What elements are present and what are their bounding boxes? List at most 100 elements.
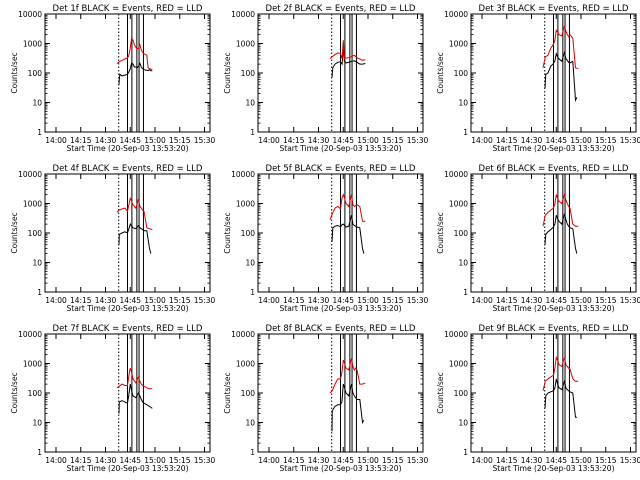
panel-title: Det 7f BLACK = Events, RED = LLD <box>53 324 203 334</box>
series-events <box>331 48 366 78</box>
y-tick-label: 1 <box>463 128 468 137</box>
x-tick-label: 14:15 <box>70 456 92 465</box>
panel-det-3: Det 3f BLACK = Events, RED = LLD 1 10 100 10… <box>436 4 640 153</box>
x-tick-label: 15:00 <box>144 296 166 305</box>
x-tick-label: 15:15 <box>382 456 404 465</box>
x-tick-label: 14:30 <box>521 296 543 305</box>
series-lld <box>329 358 366 394</box>
x-tick-label: 15:30 <box>407 456 429 465</box>
y-axis-label: Counts/sec <box>436 212 445 253</box>
x-tick-label: 14:45 <box>545 296 567 305</box>
y-tick-label: 10000 <box>444 330 468 339</box>
y-tick-label: 1000 <box>236 200 255 209</box>
x-tick-label: 14:30 <box>308 456 330 465</box>
y-tick-label: 10 <box>458 99 468 108</box>
y-tick-label: 10000 <box>444 10 468 19</box>
x-tick-label: 14:45 <box>332 136 354 145</box>
panel-det-8: Det 8f BLACK = Events, RED = LLD 1 10 100 10… <box>223 324 429 473</box>
x-tick-label: 15:30 <box>194 296 216 305</box>
x-tick-label: 14:45 <box>119 456 141 465</box>
x-tick-label: 14:30 <box>95 296 117 305</box>
x-axis-label: Start Time (20-Sep-03 13:53:20) <box>280 464 402 473</box>
x-axis-label: Start Time (20-Sep-03 13:53:20) <box>67 144 189 153</box>
x-tick-label: 14:00 <box>471 136 493 145</box>
x-tick-label: 14:15 <box>496 136 518 145</box>
panel-title: Det 4f BLACK = Events, RED = LLD <box>53 164 203 174</box>
x-tick-label: 14:15 <box>70 136 92 145</box>
panel-title: Det 1f BLACK = Events, RED = LLD <box>53 4 203 14</box>
y-tick-label: 1000 <box>236 360 255 369</box>
y-axis-label: Counts/sec <box>223 372 232 413</box>
y-tick-label: 100 <box>241 229 256 238</box>
x-axis-label: Start Time (20-Sep-03 13:53:20) <box>493 144 615 153</box>
y-tick-label: 10 <box>32 99 42 108</box>
y-tick-label: 10000 <box>231 330 255 339</box>
panel-det-6: Det 6f BLACK = Events, RED = LLD 1 10 100 10… <box>436 164 640 313</box>
panel-title: Det 5f BLACK = Events, RED = LLD <box>266 164 416 174</box>
x-tick-label: 15:00 <box>357 136 379 145</box>
x-axis-label: Start Time (20-Sep-03 13:53:20) <box>280 144 402 153</box>
x-tick-label: 14:30 <box>308 296 330 305</box>
x-tick-label: 15:15 <box>382 296 404 305</box>
x-axis-label: Start Time (20-Sep-03 13:53:20) <box>280 304 402 313</box>
y-axis-label: Counts/sec <box>436 52 445 93</box>
panel-title: Det 2f BLACK = Events, RED = LLD <box>266 4 416 14</box>
series-events <box>331 383 365 432</box>
x-tick-label: 15:00 <box>570 136 592 145</box>
y-tick-label: 10000 <box>18 170 42 179</box>
x-tick-label: 14:30 <box>308 136 330 145</box>
y-tick-label: 10 <box>458 419 468 428</box>
y-tick-label: 1 <box>250 448 255 457</box>
series-events <box>118 61 153 85</box>
series-events <box>331 215 365 254</box>
x-tick-label: 14:15 <box>283 296 305 305</box>
x-tick-label: 15:30 <box>620 456 640 465</box>
series-events <box>118 384 153 414</box>
x-tick-label: 14:00 <box>45 296 67 305</box>
x-tick-label: 15:30 <box>407 296 429 305</box>
y-tick-label: 10 <box>245 99 255 108</box>
x-tick-label: 15:00 <box>357 456 379 465</box>
x-tick-label: 14:45 <box>119 296 141 305</box>
x-tick-label: 14:30 <box>521 136 543 145</box>
panel-title: Det 9f BLACK = Events, RED = LLD <box>479 324 629 334</box>
x-tick-label: 15:00 <box>570 296 592 305</box>
x-tick-label: 14:45 <box>332 456 354 465</box>
x-tick-label: 15:00 <box>144 136 166 145</box>
x-axis-label: Start Time (20-Sep-03 13:53:20) <box>67 304 189 313</box>
y-tick-label: 10 <box>458 259 468 268</box>
series-events <box>544 378 577 418</box>
x-tick-label: 14:00 <box>471 296 493 305</box>
y-tick-label: 1 <box>250 128 255 137</box>
y-axis-label: Counts/sec <box>223 52 232 93</box>
y-tick-label: 1 <box>463 448 468 457</box>
y-tick-label: 10 <box>245 419 255 428</box>
y-tick-label: 10 <box>245 259 255 268</box>
x-tick-label: 14:30 <box>521 456 543 465</box>
y-tick-label: 1000 <box>236 40 255 49</box>
x-tick-label: 14:30 <box>95 456 117 465</box>
x-tick-label: 14:45 <box>119 136 141 145</box>
x-tick-label: 14:15 <box>496 296 518 305</box>
series-lld <box>542 355 579 391</box>
series-lld <box>116 37 153 70</box>
series-lld <box>542 192 579 227</box>
panel-det-2: Det 2f BLACK = Events, RED = LLD 1 10 100 10… <box>223 4 429 153</box>
y-tick-label: 1000 <box>23 200 42 209</box>
y-tick-label: 1 <box>37 448 42 457</box>
x-tick-label: 14:45 <box>545 136 567 145</box>
x-tick-label: 14:00 <box>258 136 280 145</box>
y-tick-label: 1 <box>463 288 468 297</box>
y-tick-label: 1000 <box>449 200 468 209</box>
x-tick-label: 15:15 <box>169 456 191 465</box>
y-tick-label: 100 <box>454 229 469 238</box>
series-lld <box>329 40 366 61</box>
y-tick-label: 1 <box>37 288 42 297</box>
y-tick-label: 10000 <box>18 10 42 19</box>
panel-title: Det 6f BLACK = Events, RED = LLD <box>479 164 629 174</box>
y-tick-label: 1000 <box>23 360 42 369</box>
y-tick-label: 10000 <box>444 170 468 179</box>
y-tick-label: 10000 <box>231 10 255 19</box>
x-tick-label: 14:30 <box>95 136 117 145</box>
